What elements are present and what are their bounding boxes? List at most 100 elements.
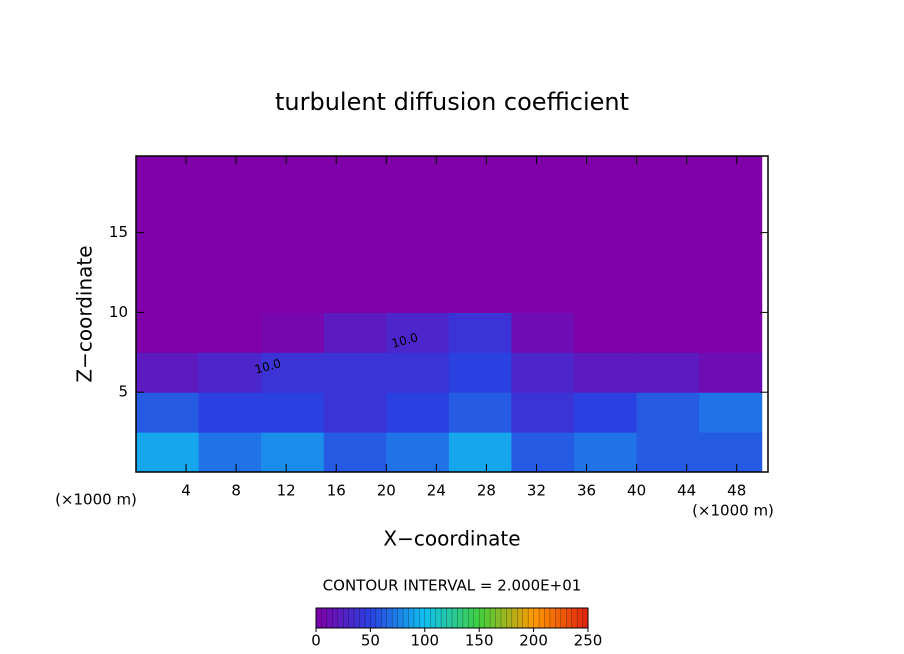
field-cell [198, 312, 262, 353]
x-tick-label: 48 [727, 482, 746, 500]
colorbar-segment [549, 608, 556, 628]
colorbar-segment [343, 608, 350, 628]
colorbar-segment [555, 608, 562, 628]
colorbar-segment [577, 608, 583, 628]
colorbar-segment [397, 608, 404, 628]
field-cell [448, 192, 512, 234]
field-cell [511, 352, 575, 393]
field [136, 156, 763, 472]
field-cell [386, 432, 450, 472]
field-cell [261, 192, 325, 234]
field-cell [699, 272, 763, 313]
field-cell [323, 232, 387, 274]
colorbar-segment [446, 608, 453, 628]
colorbar-tick-label: 200 [519, 632, 548, 650]
colorbar-segment [490, 608, 496, 628]
colorbar-segment [370, 608, 377, 628]
colorbar-segment [316, 608, 322, 628]
field-cell [386, 312, 450, 353]
colorbar-segment [364, 608, 371, 628]
x-tick-label: 24 [427, 482, 446, 500]
field-cell [636, 432, 700, 472]
colorbar-segment [479, 608, 486, 628]
field-cell [261, 392, 325, 433]
contour-label: 10.0 [390, 330, 419, 350]
colorbar-segment [332, 608, 339, 628]
colorbar-segment [403, 608, 409, 628]
field-cell [448, 232, 512, 274]
y-axis-label: Z−coordinate [73, 245, 97, 382]
field-cell [198, 232, 262, 274]
field-cell [386, 272, 450, 313]
x-unit: (×1000 m) [692, 502, 774, 520]
field-cell [511, 272, 575, 313]
field-cell [574, 312, 638, 353]
colorbar-segment [375, 608, 382, 628]
colorbar-segment [430, 608, 437, 628]
field-cell [198, 352, 262, 393]
field-cell [261, 432, 325, 472]
field-cell [198, 192, 262, 234]
colorbar-tick-label: 0 [311, 632, 321, 650]
field-cell [511, 192, 575, 234]
field-cell [136, 192, 200, 234]
field-cell [323, 312, 387, 353]
colorbar-segment [326, 608, 333, 628]
field-cell [699, 312, 763, 353]
colorbar-segment [566, 608, 573, 628]
field-cell [636, 352, 700, 393]
field-cell [323, 192, 387, 234]
field-cell [574, 192, 638, 234]
x-tick-label: 28 [477, 482, 496, 500]
field-cell [448, 392, 512, 433]
y-tick-label: 15 [109, 223, 128, 241]
colorbar-segment [473, 608, 480, 628]
field-cell [511, 432, 575, 472]
field-cell [261, 232, 325, 274]
field-cell [511, 232, 575, 274]
contour-note: CONTOUR INTERVAL = 2.000E+01 [323, 577, 582, 595]
colorbar-segment [533, 608, 540, 628]
colorbar-frame [315, 607, 589, 629]
x-tick-label: 8 [231, 482, 241, 500]
colorbar-segment [528, 608, 534, 628]
field-cell [448, 312, 512, 353]
x-axis-label: X−coordinate [383, 527, 520, 551]
field-cell [511, 312, 575, 353]
x-tick-label: 36 [577, 482, 596, 500]
field-cell [198, 432, 262, 472]
colorbar-tick-label: 50 [361, 632, 380, 650]
colorbar-segment [419, 608, 426, 628]
colorbar-segment [457, 608, 464, 628]
plot-frame [135, 155, 769, 473]
field-cell [136, 312, 200, 353]
colorbar-segment [381, 608, 388, 628]
field-cell [699, 156, 763, 194]
field-cell [636, 156, 700, 194]
field-cell [261, 272, 325, 313]
field-cell [136, 392, 200, 433]
field-cell [386, 352, 450, 393]
field-cell [448, 352, 512, 393]
y-tick-label: 10 [109, 303, 128, 321]
field-cell [136, 432, 200, 472]
field-cell [198, 272, 262, 313]
field-cell [574, 232, 638, 274]
colorbar-segment [462, 608, 469, 628]
x-tick-label: 32 [527, 482, 546, 500]
field-cell [574, 432, 638, 472]
field-cell [574, 156, 638, 194]
chart-title: turbulent diffusion coefficient [275, 88, 629, 116]
field-cell [323, 156, 387, 194]
colorbar-segment [560, 608, 567, 628]
field-cell [386, 232, 450, 274]
field-cell [136, 156, 200, 194]
field-cell [136, 232, 200, 274]
field-cell [386, 156, 450, 194]
colorbar-tick-label: 100 [410, 632, 439, 650]
colorbar-segment [582, 608, 589, 628]
contour-label: 10.0 [253, 356, 282, 376]
colorbar-segment [511, 608, 518, 628]
